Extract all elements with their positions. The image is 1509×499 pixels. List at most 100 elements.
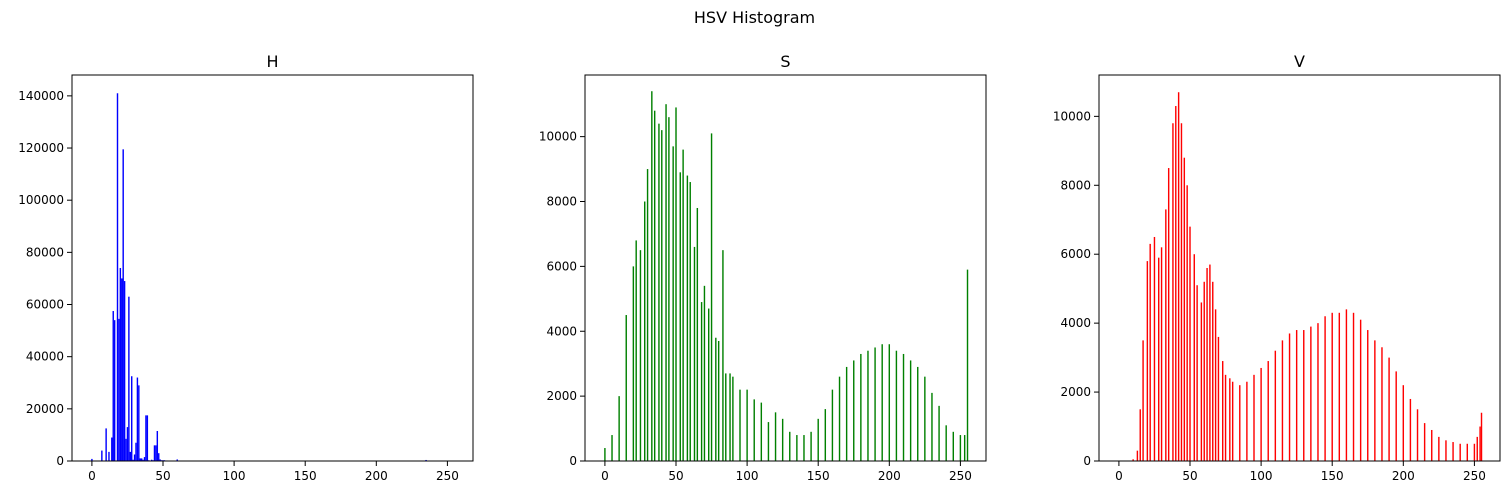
bar-h — [117, 93, 118, 461]
bar-s — [938, 406, 939, 461]
bar-v — [1178, 92, 1179, 461]
bar-s — [690, 182, 691, 461]
bar-s — [729, 373, 730, 461]
x-tick-label-h: 0 — [88, 469, 96, 483]
y-tick-label-v: 10000 — [1053, 109, 1091, 123]
bar-h — [114, 320, 115, 461]
y-tick-label-h: 0 — [56, 454, 64, 468]
bar-s — [867, 351, 868, 461]
bar-v — [1215, 309, 1216, 461]
bar-s — [917, 367, 918, 461]
y-tick-label-h: 60000 — [26, 298, 64, 312]
bar-v — [1445, 440, 1446, 461]
y-tick-label-v: 0 — [1083, 454, 1091, 468]
bar-s — [672, 146, 673, 461]
bar-s — [967, 270, 968, 461]
bar-s — [803, 435, 804, 461]
bar-v — [1253, 375, 1254, 461]
bar-h — [130, 452, 131, 461]
bar-v — [1324, 316, 1325, 461]
bar-s — [687, 176, 688, 461]
bar-v — [1246, 382, 1247, 461]
bar-h — [121, 278, 122, 461]
bar-h — [105, 428, 106, 461]
bar-h — [155, 445, 156, 461]
bar-s — [889, 344, 890, 461]
x-tick-label-v: 200 — [1392, 469, 1415, 483]
bar-v — [1459, 444, 1460, 461]
bar-v — [1303, 330, 1304, 461]
bar-v — [1181, 123, 1182, 461]
y-tick-label-v: 2000 — [1060, 385, 1091, 399]
y-tick-label-s: 6000 — [546, 259, 577, 273]
x-tick-label-s: 0 — [601, 469, 609, 483]
bar-s — [680, 172, 681, 461]
bar-s — [704, 286, 705, 461]
y-tick-label-s: 10000 — [539, 130, 577, 144]
bar-s — [853, 360, 854, 461]
bar-h — [131, 376, 132, 461]
bar-v — [1317, 323, 1318, 461]
bar-s — [644, 202, 645, 462]
bar-v — [1140, 409, 1141, 461]
y-tick-label-v: 6000 — [1060, 247, 1091, 261]
bar-s — [746, 390, 747, 461]
y-tick-label-h: 40000 — [26, 350, 64, 364]
bar-v — [1175, 106, 1176, 461]
bar-v — [1137, 451, 1138, 461]
bar-v — [1360, 320, 1361, 461]
bar-h — [144, 457, 145, 461]
bar-s — [896, 351, 897, 461]
bar-v — [1154, 237, 1155, 461]
bar-v — [1268, 361, 1269, 461]
bar-s — [761, 403, 762, 461]
bar-v — [1225, 375, 1226, 461]
bar-v — [1206, 268, 1207, 461]
bar-v — [1282, 340, 1283, 461]
bar-h — [137, 378, 138, 461]
bar-s — [654, 111, 655, 461]
bar-s — [945, 425, 946, 461]
y-tick-label-s: 0 — [569, 454, 577, 468]
bar-s — [647, 169, 648, 461]
bar-s — [626, 315, 627, 461]
bar-s — [910, 360, 911, 461]
x-tick-label-s: 250 — [949, 469, 972, 483]
bar-h — [145, 415, 146, 461]
bar-s — [739, 390, 740, 461]
bar-v — [1201, 302, 1202, 461]
bar-s — [651, 91, 652, 461]
bar-h — [118, 319, 119, 461]
bar-v — [1189, 227, 1190, 461]
x-tick-label-h: 200 — [365, 469, 388, 483]
bar-v — [1346, 309, 1347, 461]
bar-v — [1147, 261, 1148, 461]
bar-s — [711, 133, 712, 461]
bar-v — [1474, 444, 1475, 461]
bar-v — [1374, 340, 1375, 461]
bar-s — [640, 250, 641, 461]
y-tick-label-v: 8000 — [1060, 178, 1091, 192]
bar-h — [111, 438, 112, 461]
bar-v — [1232, 382, 1233, 461]
bar-s — [604, 448, 605, 461]
bar-s — [768, 422, 769, 461]
bar-s — [611, 435, 612, 461]
x-tick-label-s: 200 — [878, 469, 901, 483]
x-tick-label-v: 50 — [1182, 469, 1197, 483]
bar-s — [782, 419, 783, 461]
bar-v — [1481, 413, 1482, 461]
bar-s — [825, 409, 826, 461]
bar-s — [668, 117, 669, 461]
y-tick-label-h: 120000 — [18, 141, 64, 155]
bar-v — [1388, 358, 1389, 461]
bar-v — [1438, 437, 1439, 461]
bar-s — [964, 435, 965, 461]
bar-s — [682, 150, 683, 461]
bar-v — [1229, 378, 1230, 461]
bar-h — [113, 311, 114, 461]
bar-s — [675, 107, 676, 461]
bar-v — [1310, 327, 1311, 461]
